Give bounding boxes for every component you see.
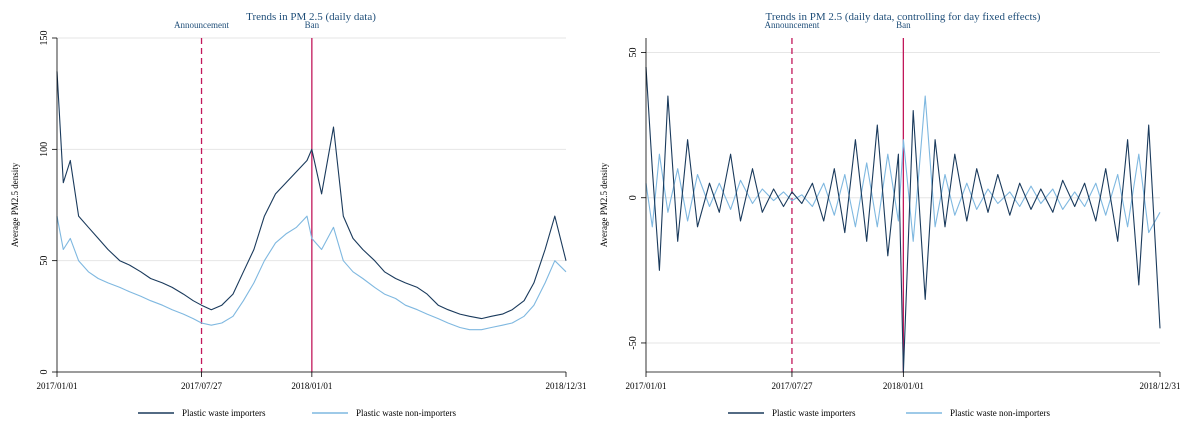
panel-right: Trends in PM 2.5 (daily data, controllin… — [599, 11, 1181, 418]
x-tick-label: 2018/01/01 — [883, 381, 924, 391]
y-tick-label: 100 — [39, 142, 50, 157]
x-tick-label: 2018/12/31 — [1139, 381, 1180, 391]
y-tick-label: 50 — [628, 48, 639, 58]
legend-left: Plastic waste importers Plastic waste non… — [138, 408, 456, 418]
y-tick-label: -50 — [628, 336, 639, 349]
legend-label: Plastic waste importers — [182, 408, 266, 418]
x-tick-label: 2017/07/27 — [181, 381, 223, 391]
y-tick-label: 0 — [628, 195, 639, 200]
y-tick-label: 150 — [39, 31, 50, 46]
x-tick-label: 2018/01/01 — [291, 381, 332, 391]
series-line-importers — [645, 66, 1161, 373]
x-tick-label: 2017/01/01 — [625, 381, 666, 391]
event-lines-left: Announcement Ban — [174, 20, 320, 372]
x-tick-label: 2017/01/01 — [36, 381, 77, 391]
event-lines-right: Announcement Ban — [764, 20, 911, 372]
event-label-ban: Ban — [305, 20, 320, 30]
y-axis-label-right: Average PM2.5 density — [599, 162, 609, 247]
series-line-importers — [56, 71, 567, 320]
event-label-announcement: Announcement — [764, 20, 819, 30]
y-axis-label-left: Average PM2.5 density — [10, 162, 20, 247]
x-tick-label: 2018/12/31 — [545, 381, 586, 391]
legend-label: Plastic waste importers — [772, 408, 856, 418]
x-tick-label: 2017/07/27 — [771, 381, 813, 391]
chart-title-left: Trends in PM 2.5 (daily data) — [246, 11, 376, 23]
legend-right: Plastic waste importers Plastic waste non… — [728, 408, 1050, 418]
panel-left: Trends in PM 2.5 (daily data) Average PM… — [10, 11, 587, 418]
series-line-non-importers — [56, 215, 567, 331]
axes-right: -50 0 50 2017/01/01 2017/07/27 2018/01/01 2018… — [625, 38, 1181, 391]
legend-label: Plastic waste non-importers — [950, 408, 1050, 418]
y-tick-label: 50 — [39, 256, 50, 266]
legend-label: Plastic waste non-importers — [356, 408, 456, 418]
event-label-ban: Ban — [896, 20, 911, 30]
series-left — [56, 71, 567, 331]
series-right — [645, 66, 1161, 373]
chart-title-right: Trends in PM 2.5 (daily data, controllin… — [766, 11, 1041, 23]
event-label-announcement: Announcement — [174, 20, 229, 30]
axes-left: 0 50 100 150 2017/01/01 2017/07/27 2018/01/01 2… — [36, 31, 586, 392]
y-tick-label: 0 — [39, 370, 50, 375]
